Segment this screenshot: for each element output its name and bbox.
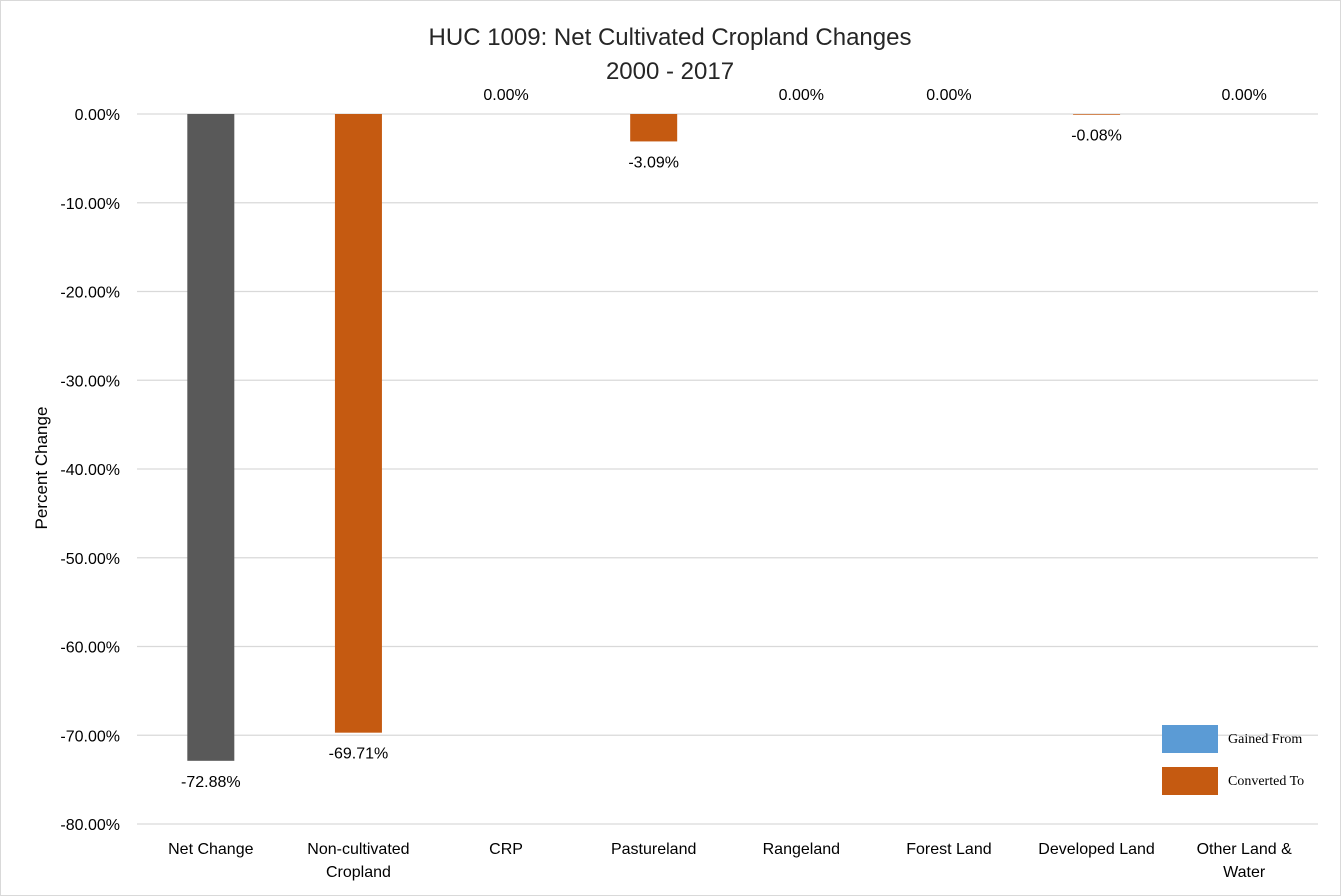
bar (1073, 114, 1121, 115)
data-label: -3.09% (628, 154, 679, 171)
x-tick-label: Rangeland (763, 841, 840, 858)
y-tick-label: -60.00% (60, 640, 120, 657)
data-label: 0.00% (483, 87, 528, 104)
x-tick-label: Developed Land (1038, 841, 1155, 858)
bar (334, 114, 382, 733)
y-tick-label: 0.00% (75, 107, 120, 124)
x-tick-label-line: Net Change (168, 841, 253, 858)
y-tick-label: -70.00% (60, 728, 120, 745)
x-tick-label-line: Rangeland (763, 841, 840, 858)
y-tick-label: -50.00% (60, 551, 120, 568)
data-label: -72.88% (181, 774, 241, 791)
data-label: -69.71% (329, 746, 389, 763)
legend-swatch (1162, 767, 1218, 795)
y-axis-label: Percent Change (32, 407, 51, 530)
gridlines (137, 113, 1318, 825)
bar (630, 114, 678, 142)
data-label: 0.00% (926, 87, 971, 104)
x-tick-label: Net Change (168, 841, 253, 858)
x-tick-label-line: Pastureland (611, 841, 696, 858)
y-tick-label: -80.00% (60, 817, 120, 834)
bar (187, 114, 235, 761)
legend-label: Gained From (1228, 732, 1302, 747)
x-tick-label-line: CRP (489, 841, 523, 858)
y-axis-ticks: 0.00% -10.00% -20.00% -30.00% -40.00% -50.00%… (60, 107, 120, 834)
x-tick-label-line: Water (1223, 864, 1266, 881)
y-tick-label: -40.00% (60, 462, 120, 479)
x-tick-label-line: Forest Land (906, 841, 991, 858)
x-axis-categories: Net Change Non-cultivated Cropland CRP Pastu… (168, 841, 1292, 881)
x-tick-label: CRP (489, 841, 523, 858)
data-label: 0.00% (779, 87, 824, 104)
x-tick-label-line: Other Land & (1197, 841, 1293, 858)
y-tick-label: -10.00% (60, 196, 120, 213)
legend: Gained From Converted To (1162, 725, 1304, 795)
legend-label: Converted To (1228, 774, 1304, 789)
x-tick-label-line: Developed Land (1038, 841, 1155, 858)
chart-title-line1: HUC 1009: Net Cultivated Cropland Change… (429, 24, 912, 51)
y-tick-label: -30.00% (60, 373, 120, 390)
chart-title-line2: 2000 - 2017 (606, 58, 734, 85)
x-tick-label: Non-cultivated Cropland (307, 841, 409, 881)
x-tick-label-line: Cropland (326, 864, 391, 881)
data-label: -0.08% (1071, 128, 1122, 145)
y-tick-label: -20.00% (60, 285, 120, 302)
x-tick-label: Forest Land (906, 841, 991, 858)
x-tick-label: Other Land & Water (1197, 841, 1293, 881)
legend-swatch (1162, 725, 1218, 753)
x-tick-label-line: Non-cultivated (307, 841, 409, 858)
x-tick-label: Pastureland (611, 841, 696, 858)
data-labels: -72.88% -69.71% 0.00% -3.09% 0.00% 0.00% -0.08… (181, 87, 1267, 791)
data-label: 0.00% (1222, 87, 1267, 104)
bars (187, 114, 1121, 761)
